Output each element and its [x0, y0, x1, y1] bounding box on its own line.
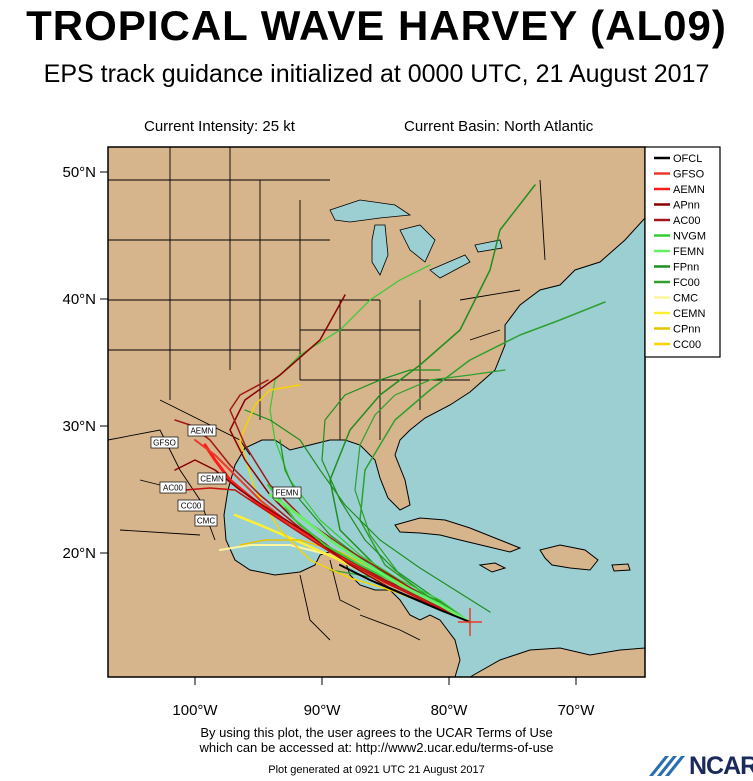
model-tracks	[174, 184, 606, 624]
current-basin: Current Basin: North Atlantic	[404, 118, 594, 135]
generated-timestamp: Plot generated at 0921 UTC 21 August 201…	[268, 764, 485, 776]
legend-item-apnn: APnn	[654, 200, 700, 212]
svg-text:CMC: CMC	[197, 517, 215, 526]
track-ofcl	[339, 564, 471, 623]
terms-line-2: which can be accessed at: http://www2.uc…	[199, 740, 554, 755]
svg-text:AC00: AC00	[163, 484, 184, 493]
plot-title: TROPICAL WAVE HARVEY (AL09)	[26, 2, 727, 49]
track-label-cemn: CEMN	[197, 472, 227, 485]
track-fpnn-5	[269, 264, 471, 623]
plot-subtitle: EPS track guidance initialized at 0000 U…	[43, 60, 710, 88]
lake-michigan	[371, 224, 389, 276]
lon-ticks	[194, 677, 577, 685]
lat-label: 40°N	[62, 291, 96, 308]
track-label-cmc: CMC	[194, 514, 218, 527]
lake-erie	[429, 254, 471, 279]
legend-item-cpnn: CPnn	[654, 324, 701, 336]
track-fpnn-3	[321, 369, 471, 623]
legend-label: FC00	[673, 277, 700, 289]
legend-label: CPnn	[673, 324, 701, 336]
ncar-logo-icon	[649, 756, 685, 776]
legend-label: CC00	[673, 339, 701, 351]
lon-label: 70°W	[558, 702, 596, 719]
svg-text:GFSO: GFSO	[153, 439, 176, 448]
legend-item-cemn: CEMN	[654, 308, 705, 320]
track-label-femn: FEMN	[272, 486, 302, 499]
current-position-marker	[458, 608, 482, 636]
lon-label-group: 100°W 90°W 80°W 70°W	[172, 702, 595, 719]
legend-label: AC00	[673, 215, 701, 227]
svg-text:CC00: CC00	[181, 502, 202, 511]
lat-label: 30°N	[62, 418, 96, 435]
legend-label: FEMN	[673, 246, 704, 258]
ncar-logo-text: NCAR	[689, 752, 753, 780]
legend-label: CMC	[673, 293, 698, 305]
jamaica-land	[478, 562, 507, 573]
track-ac00	[184, 487, 471, 623]
legend-label: GFSO	[673, 169, 705, 181]
legend-label: OFCL	[673, 153, 702, 165]
track-label-ac00: AC00	[159, 481, 187, 494]
track-label-gfso: GFSO	[150, 436, 179, 449]
legend-label: APnn	[673, 200, 700, 212]
north-america-land	[107, 146, 646, 678]
track-femn	[268, 493, 472, 624]
lon-label: 100°W	[172, 702, 218, 719]
legend: OFCL GFSO AEMN APnn AC00 NVGM FEMN FPnn FC00 CMC C…	[644, 146, 721, 358]
legend-item-femn: FEMN	[654, 246, 704, 258]
current-intensity: Current Intensity: 25 kt	[144, 118, 295, 135]
track-label-cc00: CC00	[177, 499, 205, 512]
hispaniola-land	[539, 544, 599, 571]
legend-item-fpnn: FPnn	[654, 262, 699, 274]
svg-text:AEMN: AEMN	[190, 427, 213, 436]
lake-superior	[329, 199, 412, 223]
legend-item-ac00: AC00	[654, 215, 701, 227]
legend-item-nvgm: NVGM	[654, 231, 706, 243]
map-frame	[107, 146, 646, 678]
land-masses	[107, 146, 646, 678]
legend-item-aemn: AEMN	[654, 184, 705, 196]
puerto-rico-land	[611, 563, 631, 572]
track-fpnn-8	[244, 409, 491, 613]
lat-label: 20°N	[62, 545, 96, 562]
lon-label: 80°W	[431, 702, 469, 719]
legend-label: AEMN	[673, 184, 705, 196]
lake-huron	[399, 224, 436, 263]
lon-label: 90°W	[304, 702, 342, 719]
lat-ticks	[100, 171, 108, 554]
track-label-group: AEMN GFSO CEMN AC00 CC00 CMC FEMN	[150, 424, 302, 527]
track-fpnn-2	[359, 301, 606, 623]
legend-item-fc00: FC00	[654, 277, 700, 289]
political-borders	[107, 147, 546, 641]
track-apnn-4	[229, 379, 471, 623]
lat-label-group: 50°N 40°N 30°N 20°N	[62, 164, 96, 562]
svg-text:FEMN: FEMN	[276, 489, 299, 498]
legend-label: NVGM	[673, 231, 706, 243]
svg-text:CEMN: CEMN	[200, 475, 224, 484]
track-fpnn-4	[354, 369, 506, 623]
cuba-land	[394, 517, 522, 553]
legend-item-cc00: CC00	[654, 339, 701, 351]
terms-line-1: By using this plot, the user agrees to t…	[200, 725, 553, 740]
track-label-aemn: AEMN	[187, 424, 217, 437]
great-lakes	[329, 199, 503, 279]
legend-item-cmc: CMC	[654, 293, 698, 305]
legend-item-gfso: GFSO	[654, 169, 705, 181]
legend-label: CEMN	[673, 308, 705, 320]
legend-label: FPnn	[673, 262, 699, 274]
lat-label: 50°N	[62, 164, 96, 181]
legend-item-ofcl: OFCL	[654, 153, 702, 165]
